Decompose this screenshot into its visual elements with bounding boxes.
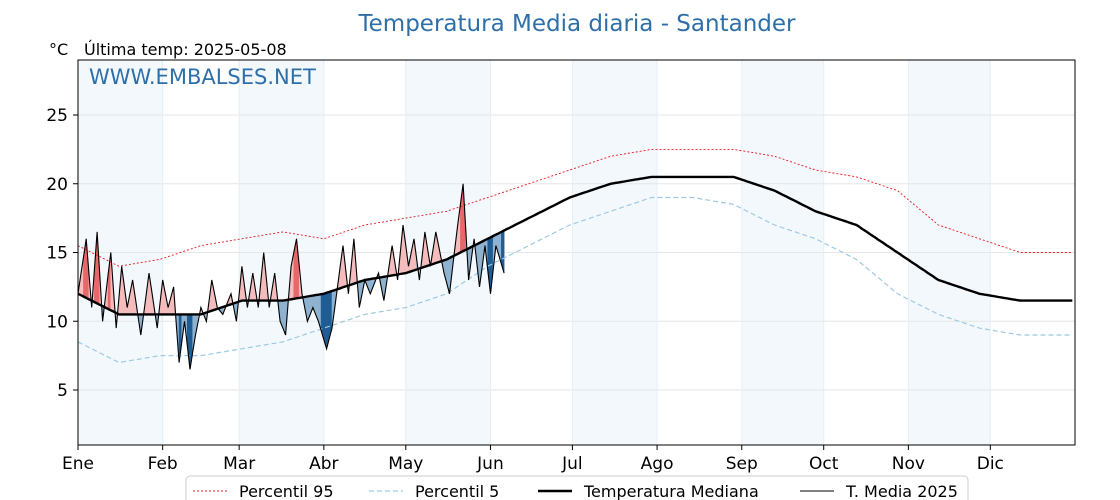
legend-label: Percentil 5 [415,482,499,500]
legend-label: Percentil 95 [239,482,334,500]
legend: Percentil 95 Percentil 5 Temperatura Media… [185,475,969,500]
series-percentil-95 [77,148,1073,267]
x-tick-label: Dic [977,454,1004,474]
chart-title: Temperatura Media diaria - Santander [358,11,796,37]
y-tick-label: 5 [57,381,68,401]
x-tick-label: Mar [223,454,255,474]
y-tick-label: 10 [46,312,68,332]
series-percentil-5 [77,196,1073,364]
watermark: WWW.EMBALSES.NET [89,65,316,89]
y-tick-label: 25 [46,106,68,126]
x-tick-label: Jun [476,454,504,474]
y-unit-label: °C [49,40,68,59]
x-tick-label: Sep [726,454,758,474]
x-tick-label: Feb [148,454,178,474]
grid-lines [78,60,1075,445]
x-tick-label: Jul [561,454,583,474]
legend-box [185,475,969,500]
y-tick-label: 15 [46,244,68,264]
y-tick-label: 20 [46,175,68,195]
x-tick-label: May [388,454,423,474]
axis-ticks: 5 10 15 20 25 Ene Feb Mar Abr May Jun Jul Ago Sep Oct N… [46,106,1004,474]
x-tick-label: Oct [809,454,839,474]
x-tick-label: Ene [62,454,94,474]
series-lines [77,148,1073,370]
legend-label: Temperatura Mediana [583,482,759,500]
x-tick-label: Ago [641,454,674,474]
last-temp-label: Última temp: 2025-05-08 [84,40,287,59]
series-t-media-2025 [77,183,505,370]
x-tick-label: Nov [892,454,925,474]
legend-label: T. Media 2025 [845,482,958,500]
series-temperatura-mediana [77,175,1073,316]
x-tick-label: Abr [309,454,338,474]
